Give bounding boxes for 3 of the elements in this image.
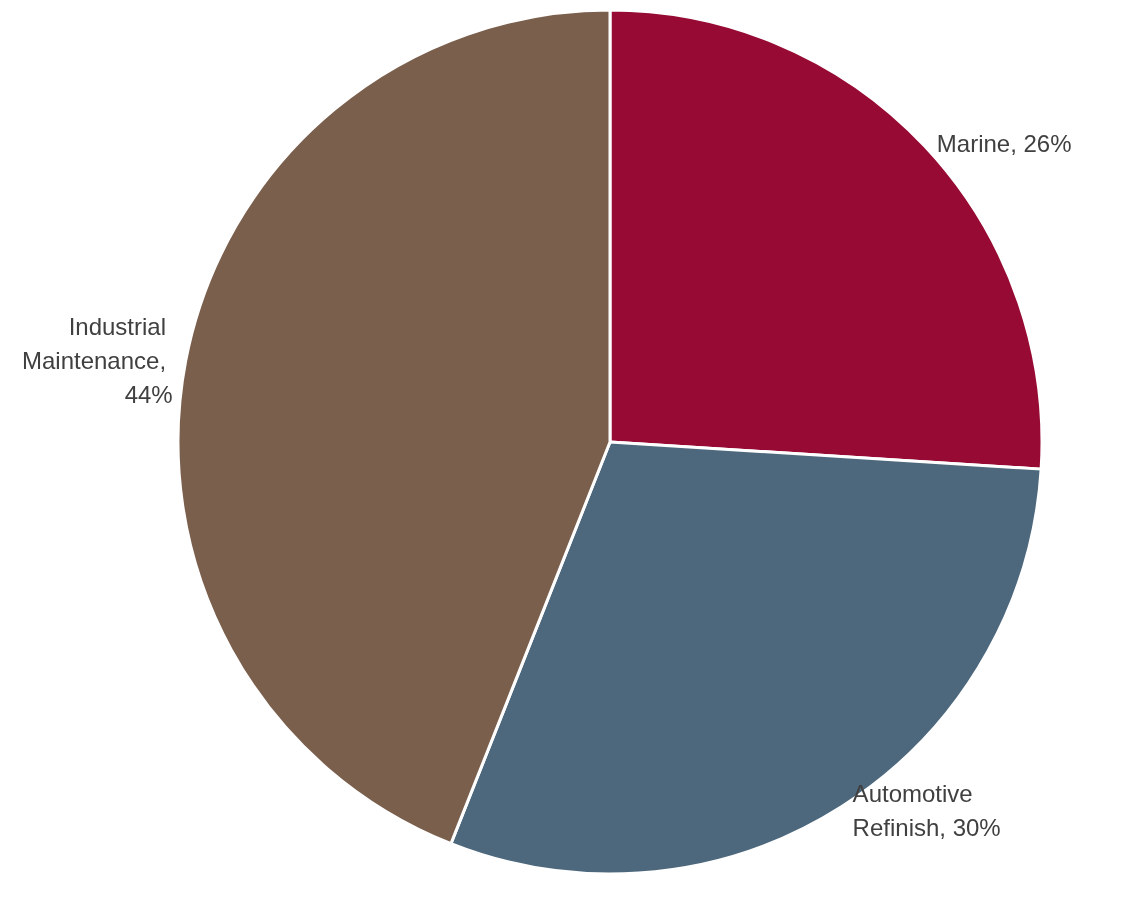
slice-label: Marine, 26% <box>936 130 1072 158</box>
slice-label: Industrial Maintenance, 44% <box>21 312 173 408</box>
slice-label: Automotive Refinish, 30% <box>852 779 1001 841</box>
